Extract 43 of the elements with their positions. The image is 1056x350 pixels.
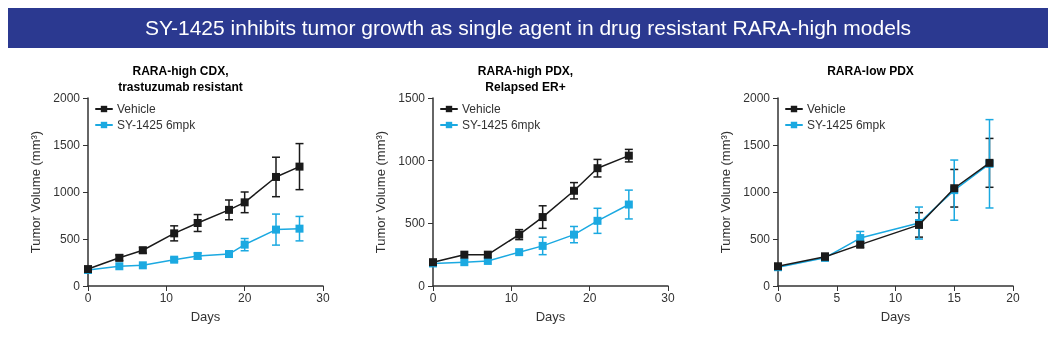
chart-title: RARA-high PDX, Relapsed ER+ [477, 64, 574, 94]
x-tick-label: 0 [84, 291, 92, 305]
legend-label: Vehicle [117, 102, 157, 116]
legend-label: SY-1425 6mpk [462, 118, 542, 132]
y-tick-label: 1500 [743, 138, 771, 152]
y-tick-label: 500 [404, 216, 426, 231]
y-tick-label: 500 [59, 232, 81, 246]
y-tick-label: 0 [73, 279, 81, 293]
x-tick-label: 0 [429, 291, 437, 305]
y-tick-label: 0 [763, 279, 771, 293]
x-tick-label: 10 [504, 291, 519, 305]
x-axis-title: Days [535, 309, 566, 324]
x-axis-title: Days [190, 309, 221, 324]
x-tick-label: 20 [582, 291, 597, 305]
x-tick-label: 0 [774, 291, 782, 305]
x-axis-title: Days [880, 309, 911, 324]
chart-title: RARA-high CDX, trastuzumab resistant [118, 64, 243, 94]
y-tick-label: 1500 [398, 91, 426, 105]
y-tick-label: 2000 [743, 91, 771, 105]
legend-label: SY-1425 6mpk [117, 118, 197, 132]
x-tick-label: 10 [159, 291, 174, 305]
y-axis-title: Tumor Volume (mm³) [28, 130, 44, 254]
legend-label: Vehicle [462, 102, 502, 116]
y-tick-label: 1000 [743, 185, 771, 199]
y-tick-label: 500 [749, 232, 771, 246]
x-tick-label: 15 [947, 291, 962, 305]
x-tick-label: 5 [833, 291, 841, 305]
chart-title: RARA-low PDX [827, 64, 914, 78]
x-tick-label: 30 [316, 291, 330, 305]
text: SY-1425 inhibits tumor growth as single agent in drug resistant RARA-high models [8, 8, 1048, 48]
x-tick-label: 30 [661, 291, 675, 305]
legend-label: SY-1425 6mpk [807, 118, 887, 132]
y-axis-title: Tumor Volume (mm³) [373, 130, 389, 254]
y-tick-label: 1000 [53, 185, 81, 199]
y-tick-label: 1500 [53, 138, 81, 152]
legend-label: Vehicle [807, 102, 847, 116]
y-tick-label: 2000 [53, 91, 81, 105]
x-tick-label: 20 [1006, 291, 1020, 305]
y-tick-label: 1000 [398, 153, 426, 168]
x-tick-label: 10 [888, 291, 903, 305]
x-tick-label: 20 [237, 291, 252, 305]
y-axis-title: Tumor Volume (mm³) [718, 130, 734, 254]
y-tick-label: 0 [418, 279, 426, 293]
